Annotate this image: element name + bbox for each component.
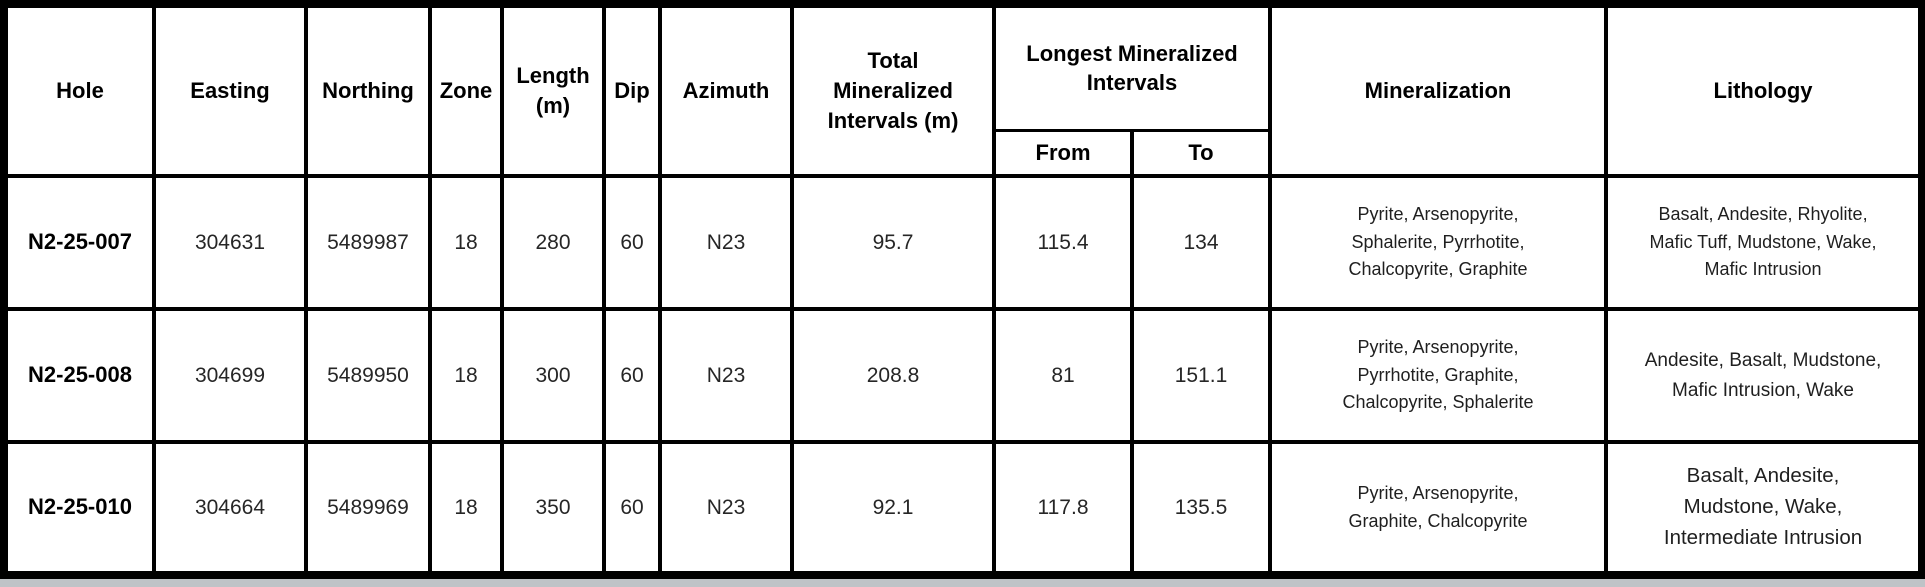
cell-azimuth: N23 (658, 440, 794, 577)
table-row: N2-25-007 304631 5489987 18 280 60 N23 9… (2, 174, 1925, 311)
cell-zone: 18 (428, 174, 504, 311)
cell-northing: 5489950 (304, 307, 432, 444)
col-header-dip: Dip (602, 2, 662, 178)
col-header-to: To (1129, 128, 1273, 178)
table-row: N2-25-008 304699 5489950 18 300 60 N23 2… (2, 307, 1925, 444)
cell-mineralization: Pyrite, Arsenopyrite, Pyrrhotite, Graphi… (1268, 307, 1609, 444)
col-header-easting: Easting (152, 2, 308, 178)
cell-hole: N2-25-008 (2, 307, 156, 444)
table-body: N2-25-007 304631 5489987 18 280 60 N23 9… (2, 174, 1925, 577)
col-header-from: From (992, 128, 1134, 178)
header-row-1: Hole Easting Northing Zone Length (m) Di… (2, 2, 1925, 178)
cell-length: 300 (500, 307, 606, 444)
cell-northing: 5489969 (304, 440, 432, 577)
cell-longest-from: 115.4 (992, 174, 1134, 311)
cell-total-mineralized: 95.7 (790, 174, 996, 311)
cell-longest-from: 81 (992, 307, 1134, 444)
table-row: N2-25-010 304664 5489969 18 350 60 N23 9… (2, 440, 1925, 577)
cell-easting: 304664 (152, 440, 308, 577)
cell-dip: 60 (602, 174, 662, 311)
col-header-length: Length (m) (500, 2, 606, 178)
cell-lithology: Basalt, Andesite, Mudstone, Wake, Interm… (1604, 440, 1925, 577)
col-header-hole: Hole (2, 2, 156, 178)
header-row-2: From To (4, 128, 1922, 178)
col-header-longest-mineralized-group: Longest Mineralized Intervals (991, 2, 1273, 132)
cell-hole: N2-25-007 (2, 174, 156, 311)
col-header-mineralization: Mineralization (1268, 2, 1609, 178)
cell-mineralization: Pyrite, Arsenopyrite, Graphite, Chalcopy… (1268, 440, 1609, 577)
cell-lithology: Andesite, Basalt, Mudstone, Mafic Intrus… (1604, 307, 1925, 444)
col-header-total-mineralized: Total Mineralized Intervals (m) (790, 2, 996, 178)
cell-total-mineralized: 92.1 (790, 440, 996, 577)
cell-dip: 60 (602, 440, 662, 577)
cell-zone: 18 (428, 307, 504, 444)
cell-longest-to: 151.1 (1129, 307, 1273, 444)
cell-hole: N2-25-010 (2, 440, 156, 577)
cell-zone: 18 (428, 440, 504, 577)
cell-lithology: Basalt, Andesite, Rhyolite, Mafic Tuff, … (1604, 174, 1925, 311)
cell-length: 280 (500, 174, 606, 311)
cell-azimuth: N23 (658, 307, 794, 444)
cell-longest-to: 134 (1129, 174, 1273, 311)
cell-length: 350 (500, 440, 606, 577)
cell-azimuth: N23 (658, 174, 794, 311)
cell-longest-from: 117.8 (992, 440, 1134, 577)
cell-total-mineralized: 208.8 (790, 307, 996, 444)
table-header: Hole Easting Northing Zone Length (m) Di… (2, 2, 1925, 178)
col-header-northing: Northing (304, 2, 432, 178)
cell-easting: 304631 (152, 174, 308, 311)
cell-northing: 5489987 (304, 174, 432, 311)
cell-longest-to: 135.5 (1129, 440, 1273, 577)
cell-easting: 304699 (152, 307, 308, 444)
col-header-azimuth: Azimuth (658, 2, 794, 178)
cell-mineralization: Pyrite, Arsenopyrite, Sphalerite, Pyrrho… (1268, 174, 1609, 311)
cell-dip: 60 (602, 307, 662, 444)
col-header-zone: Zone (428, 2, 504, 178)
col-header-lithology: Lithology (1604, 2, 1925, 178)
